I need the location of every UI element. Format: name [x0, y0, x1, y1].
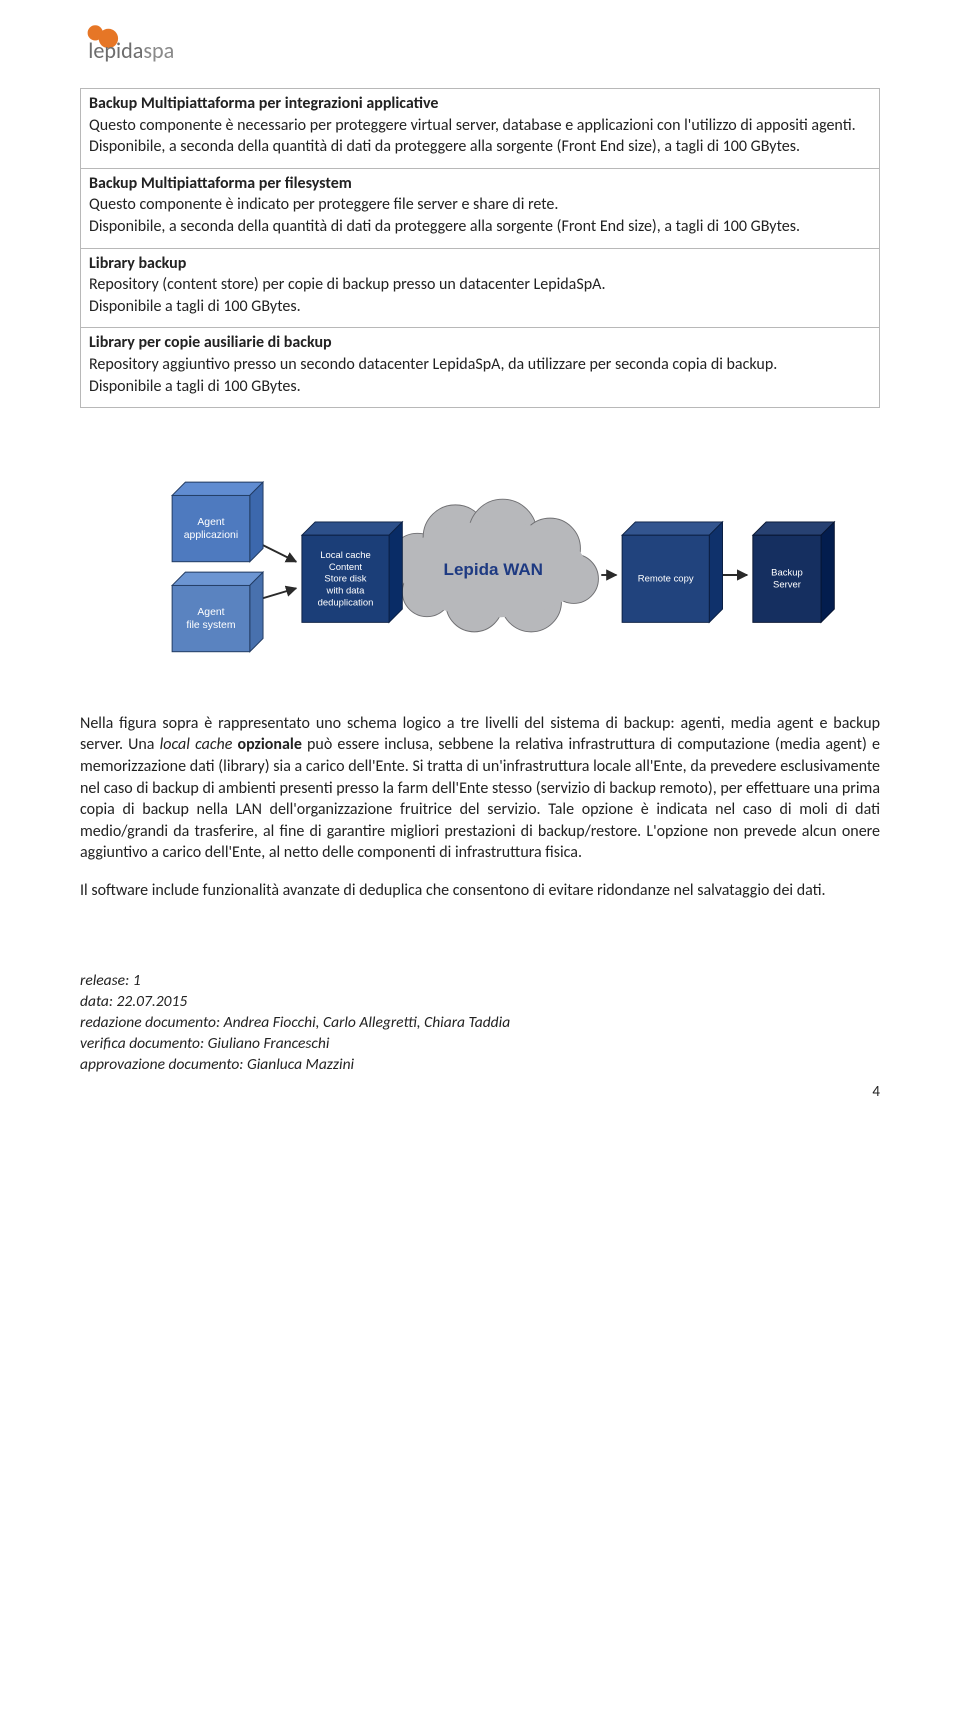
spec-body-line: Questo componente è indicato per protegg…: [89, 194, 871, 216]
architecture-diagram: Lepida WAN Agent applicazioni Agent file sys…: [80, 448, 880, 673]
svg-text:Server: Server: [773, 580, 801, 591]
logo-text-2: spa: [143, 37, 174, 64]
date-value: 22.07.2015: [117, 992, 188, 1011]
brand-logo: lepidaspa: [80, 20, 880, 68]
diagram-node-agent_app: Agent applicazioni: [172, 482, 263, 562]
spec-cell: Backup Multipiattaforma per filesystemQu…: [81, 168, 880, 248]
diagram-cloud: Lepida WAN: [389, 499, 598, 632]
spec-cell: Backup Multipiattaforma per integrazioni…: [81, 89, 880, 169]
svg-text:with data: with data: [326, 586, 366, 597]
description-paragraph-1: Nella figura sopra è rappresentato uno s…: [80, 713, 880, 864]
spec-body-line: Questo componente è necessario per prote…: [89, 115, 871, 137]
spec-body-line: Disponibile a tagli di 100 GBytes.: [89, 296, 871, 318]
svg-text:file system: file system: [186, 620, 235, 631]
spec-body-line: Repository (content store) per copie di …: [89, 274, 871, 296]
diagram-node-agent_fs: Agent file system: [172, 572, 263, 652]
redazione-label: redazione documento:: [80, 1013, 224, 1032]
svg-text:applicazioni: applicazioni: [184, 530, 238, 541]
svg-text:Agent: Agent: [197, 517, 224, 528]
approvazione-label: approvazione documento:: [80, 1055, 247, 1074]
release-value: 1: [133, 971, 141, 990]
spec-title: Library per copie ausiliarie di backup: [89, 332, 871, 354]
svg-text:Content: Content: [329, 562, 363, 573]
page-number: 4: [80, 1082, 880, 1102]
approvazione-value: Gianluca Mazzini: [247, 1055, 354, 1074]
spec-title: Backup Multipiattaforma per integrazioni…: [89, 93, 871, 115]
date-label: data:: [80, 992, 117, 1011]
svg-text:deduplication: deduplication: [318, 597, 374, 608]
svg-text:Lepida WAN: Lepida WAN: [444, 560, 543, 579]
verifica-label: verifica documento:: [80, 1034, 208, 1053]
spec-title: Library backup: [89, 253, 871, 275]
spec-title: Backup Multipiattaforma per filesystem: [89, 173, 871, 195]
spec-body-line: Disponibile, a seconda della quantità di…: [89, 136, 871, 158]
spec-body-line: Repository aggiuntivo presso un secondo …: [89, 354, 871, 376]
spec-body-line: Disponibile a tagli di 100 GBytes.: [89, 376, 871, 398]
release-label: release:: [80, 971, 133, 990]
diagram-node-remote_copy: Remote copy: [622, 522, 722, 622]
logo-text-1: lepida: [88, 37, 143, 64]
verifica-value: Giuliano Franceschi: [208, 1034, 330, 1053]
svg-text:Backup: Backup: [771, 568, 803, 579]
svg-text:Remote copy: Remote copy: [638, 574, 694, 585]
document-footer: release: 1 data: 22.07.2015 redazione do…: [80, 971, 880, 1076]
spec-cell: Library per copie ausiliarie di backupRe…: [81, 328, 880, 408]
spec-body-line: Disponibile, a seconda della quantità di…: [89, 216, 871, 238]
redazione-value: Andrea Fiocchi, Carlo Allegretti, Chiara…: [224, 1013, 511, 1032]
svg-text:Store disk: Store disk: [324, 574, 366, 585]
spec-table: Backup Multipiattaforma per integrazioni…: [80, 88, 880, 408]
spec-cell: Library backupRepository (content store)…: [81, 248, 880, 328]
svg-text:Local cache: Local cache: [320, 550, 371, 561]
diagram-node-local_cache: Local cacheContentStore diskwith dataded…: [302, 522, 402, 622]
svg-text:Agent: Agent: [197, 607, 224, 618]
diagram-node-backup_srv: BackupServer: [753, 522, 834, 622]
description-paragraph-2: Il software include funzionalità avanzat…: [80, 880, 880, 902]
svg-text:lepidaspa: lepidaspa: [88, 37, 174, 64]
